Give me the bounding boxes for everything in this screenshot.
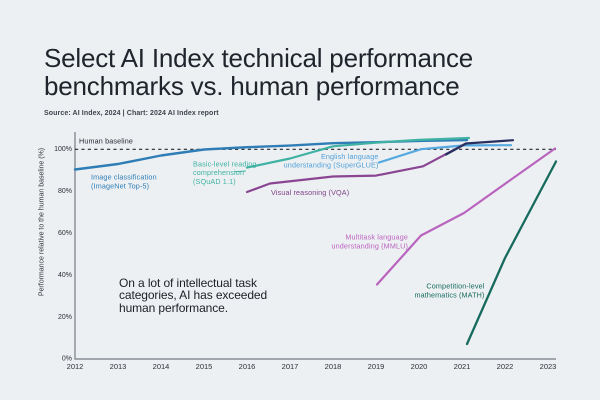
svg-text:2018: 2018 [325,362,342,371]
svg-text:100%: 100% [54,146,72,153]
svg-text:English language: English language [321,152,379,161]
svg-text:0%: 0% [62,355,72,362]
svg-text:Visual reasoning (VQA): Visual reasoning (VQA) [271,188,349,197]
svg-text:Human baseline: Human baseline [79,137,133,146]
svg-text:(SQuAD 1.1): (SQuAD 1.1) [193,177,236,186]
svg-text:Competition-level: Competition-level [426,281,484,290]
svg-text:2014: 2014 [153,362,170,371]
svg-text:20%: 20% [58,314,72,321]
svg-text:comprehension: comprehension [193,168,244,177]
svg-text:2016: 2016 [239,362,256,371]
svg-text:Performance relative to the hu: Performance relative to the human baseli… [39,148,46,296]
svg-text:understanding (SuperGLUE): understanding (SuperGLUE) [284,161,379,170]
svg-text:2012: 2012 [67,362,84,371]
svg-text:2019: 2019 [368,362,385,371]
svg-text:80%: 80% [58,188,72,195]
svg-text:understanding (MMLU): understanding (MMLU) [331,241,408,250]
svg-text:(ImageNet Top-5): (ImageNet Top-5) [91,181,149,190]
svg-text:2017: 2017 [282,362,299,371]
svg-text:2020: 2020 [411,362,428,371]
svg-text:2023: 2023 [540,362,557,371]
svg-text:2013: 2013 [110,362,127,371]
svg-text:2022: 2022 [497,362,514,371]
svg-text:Multitask language: Multitask language [345,233,408,242]
svg-text:2015: 2015 [196,362,213,371]
svg-text:60%: 60% [58,230,72,237]
svg-text:40%: 40% [58,272,72,279]
svg-text:Image classification: Image classification [91,173,157,182]
svg-text:Basic-level reading: Basic-level reading [193,160,257,169]
svg-text:2021: 2021 [454,362,471,371]
svg-text:mathematics (MATH): mathematics (MATH) [414,290,484,299]
